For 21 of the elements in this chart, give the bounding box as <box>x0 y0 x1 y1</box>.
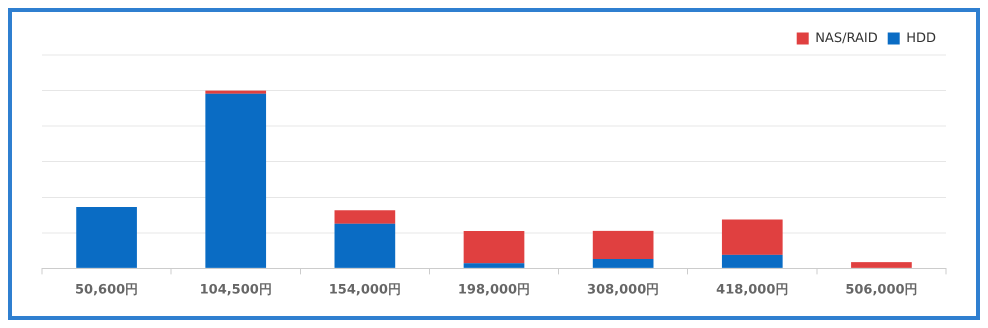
bar <box>722 254 783 268</box>
x-tick-label: 104,500円 <box>200 282 272 298</box>
bar <box>592 230 654 259</box>
bar <box>722 219 783 255</box>
bar <box>851 262 912 268</box>
x-tick-label: 50,600円 <box>74 282 138 298</box>
legend-label: NAS/RAID <box>815 30 878 46</box>
bar <box>592 258 654 268</box>
bar <box>205 90 266 94</box>
legend-label: HDD <box>906 30 936 46</box>
bar <box>205 94 266 268</box>
bar <box>334 210 396 224</box>
bar <box>334 224 396 268</box>
x-tick-label: 198,000円 <box>458 282 530 298</box>
x-tick-label: 308,000円 <box>587 282 660 298</box>
x-tick-label: 154,000円 <box>328 282 401 298</box>
x-tick-label: 506,000円 <box>845 282 918 298</box>
bar <box>464 231 524 264</box>
x-tick-label: 418,000円 <box>716 282 788 298</box>
bar <box>464 263 524 268</box>
bar <box>76 207 137 268</box>
